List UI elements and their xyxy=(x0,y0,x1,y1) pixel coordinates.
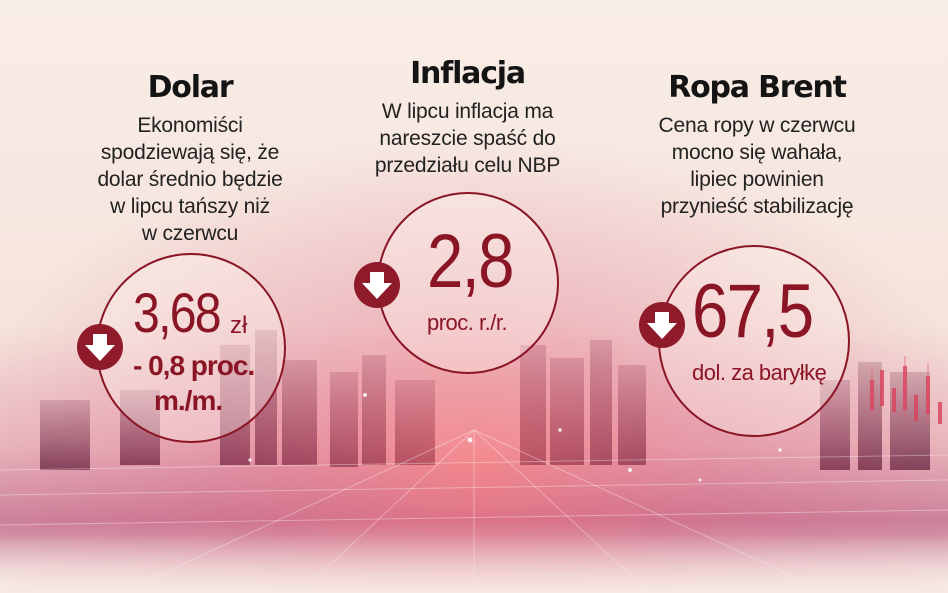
dollar-panel: Dolar Ekonomiści spodziewają się, że dol… xyxy=(80,70,300,247)
inflation-unit: proc. r./r. xyxy=(427,310,508,335)
dollar-desc-line: Ekonomiści xyxy=(137,114,243,137)
dollar-desc-line: dolar średnio będzie xyxy=(97,168,283,191)
dollar-desc-line: w czerwcu xyxy=(141,222,239,245)
inflation-value: 2,8 xyxy=(427,219,514,304)
brent-oil-desc-line: mocno się wahała, xyxy=(671,141,843,164)
dollar-desc-line: w lipcu tańszy niż xyxy=(110,195,270,218)
inflation-panel: Inflacja W lipcu inflacja ma nareszcie s… xyxy=(350,56,585,179)
dollar-value: 3,68 xyxy=(133,281,222,344)
brent-oil-unit: dol. za baryłkę xyxy=(692,360,827,385)
inflation-desc-line: przedziału celu NBP xyxy=(374,154,561,177)
dollar-desc-line: spodziewają się, że xyxy=(100,141,280,164)
inflation-value-circle xyxy=(377,192,559,374)
arrow-down-icon xyxy=(77,324,123,370)
dollar-change-period: m./m. xyxy=(154,385,223,416)
brent-oil-desc-line: lipiec powinien xyxy=(690,168,824,191)
brent-oil-description: Cena ropy w czerwcu mocno się wahała, li… xyxy=(626,112,888,220)
dollar-description: Ekonomiści spodziewają się, że dolar śre… xyxy=(80,112,300,247)
inflation-desc-line: W lipcu inflacja ma xyxy=(381,100,554,123)
inflation-desc-line: nareszcie spaść do xyxy=(379,127,556,150)
brent-oil-value: 67,5 xyxy=(692,269,814,354)
dollar-value-circle xyxy=(96,253,286,443)
inflation-title: Inflacja xyxy=(410,56,526,91)
brent-oil-desc-line: Cena ropy w czerwcu xyxy=(658,114,856,137)
dollar-change: - 0,8 proc. xyxy=(133,350,255,381)
brent-oil-desc-line: przynieść stabilizację xyxy=(660,195,854,218)
dollar-title: Dolar xyxy=(147,70,234,105)
inflation-description: W lipcu inflacja ma nareszcie spaść do p… xyxy=(350,98,585,179)
brent-oil-panel: Ropa Brent Cena ropy w czerwcu mocno się… xyxy=(626,70,888,220)
dollar-unit: zł xyxy=(230,312,248,339)
brent-oil-title: Ropa Brent xyxy=(668,70,847,105)
arrow-down-icon xyxy=(354,262,400,308)
arrow-down-icon xyxy=(639,302,685,348)
brent-oil-value-circle xyxy=(658,245,850,437)
